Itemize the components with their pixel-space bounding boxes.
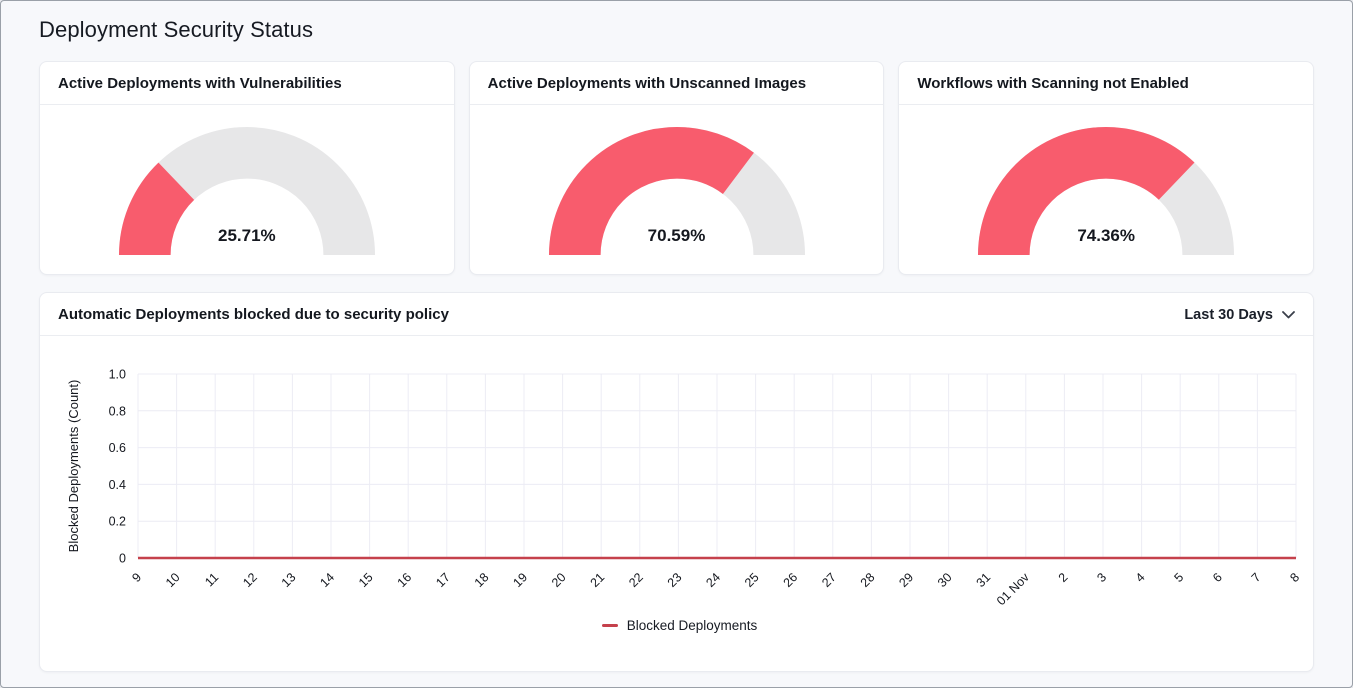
svg-text:26: 26 — [781, 570, 801, 590]
svg-text:17: 17 — [433, 570, 453, 590]
svg-text:8: 8 — [1287, 570, 1302, 585]
gauge-vulnerable-deployments: 25.71% — [40, 105, 454, 274]
legend-line-swatch — [601, 624, 618, 627]
gauge-chart — [118, 127, 375, 256]
svg-text:7: 7 — [1249, 570, 1264, 585]
svg-text:19: 19 — [510, 570, 530, 590]
chart-body: 0 0.2 0.4 0.6 0.8 1.0 9 10 11 12 13 14 15 16 17 18 19 20 2… — [40, 336, 1313, 671]
svg-text:25: 25 — [742, 570, 762, 590]
card-header: Automatic Deployments blocked due to sec… — [40, 293, 1313, 336]
svg-text:5: 5 — [1172, 570, 1187, 585]
card-header: Workflows with Scanning not Enabled — [899, 62, 1314, 105]
card-scanning-not-enabled: Workflows with Scanning not Enabled 74.3… — [898, 61, 1315, 275]
svg-text:13: 13 — [279, 570, 299, 590]
card-title: Active Deployments with Unscanned Images — [487, 75, 807, 92]
svg-text:01 Nov: 01 Nov — [994, 570, 1032, 608]
time-range-value: Last 30 Days — [1184, 306, 1273, 323]
chart-legend-item[interactable]: Blocked Deployments — [56, 618, 1303, 633]
card-unscanned-images: Active Deployments with Unscanned Images… — [468, 61, 885, 275]
svg-text:31: 31 — [974, 570, 994, 590]
svg-text:12: 12 — [240, 570, 260, 590]
svg-text:9: 9 — [129, 570, 144, 585]
svg-text:0.6: 0.6 — [109, 441, 126, 455]
card-title: Automatic Deployments blocked due to sec… — [58, 306, 449, 323]
time-range-dropdown[interactable]: Last 30 Days — [1184, 307, 1295, 323]
svg-text:1.0: 1.0 — [109, 368, 126, 382]
gauge-value: 70.59% — [647, 226, 706, 245]
page-title: Deployment Security Status — [39, 17, 314, 42]
card-header: Active Deployments with Unscanned Images — [469, 62, 884, 105]
gauge-chart — [548, 127, 805, 256]
gauge-scanning-not-enabled: 74.36% — [899, 105, 1313, 274]
svg-text:30: 30 — [935, 570, 955, 590]
svg-text:0.2: 0.2 — [109, 515, 126, 529]
svg-text:23: 23 — [665, 570, 685, 590]
gauge-chart — [978, 127, 1235, 256]
svg-text:0: 0 — [119, 552, 126, 566]
svg-text:4: 4 — [1133, 570, 1148, 585]
chevron-down-icon — [1282, 310, 1295, 318]
svg-text:20: 20 — [549, 570, 569, 590]
svg-text:28: 28 — [858, 570, 878, 590]
svg-text:0.4: 0.4 — [109, 478, 126, 492]
gauge-arc — [118, 127, 375, 256]
legend-label: Blocked Deployments — [626, 618, 758, 633]
svg-text:14: 14 — [317, 570, 337, 590]
svg-text:Blocked Deployments (Count): Blocked Deployments (Count) — [66, 380, 81, 553]
gauge-value: 74.36% — [1077, 226, 1136, 245]
svg-text:29: 29 — [896, 570, 916, 590]
card-vulnerable-deployments: Active Deployments with Vulnerabilities … — [39, 61, 455, 275]
svg-text:21: 21 — [588, 570, 608, 590]
svg-text:15: 15 — [356, 570, 376, 590]
blocked-deployments-line-chart: 0 0.2 0.4 0.6 0.8 1.0 9 10 11 12 13 14 15 16 17 18 19 20 2… — [66, 368, 1302, 609]
svg-text:11: 11 — [202, 570, 221, 589]
gauge-arc — [978, 127, 1235, 256]
gauge-unscanned-images: 70.59% — [470, 105, 884, 274]
gauge-arc — [548, 127, 805, 256]
svg-text:18: 18 — [472, 570, 492, 590]
gauge-cards-row: Active Deployments with Vulnerabilities … — [39, 61, 1315, 275]
svg-text:24: 24 — [703, 570, 723, 590]
svg-text:6: 6 — [1210, 570, 1225, 585]
gauge-value: 25.71% — [218, 226, 276, 245]
svg-text:2: 2 — [1056, 570, 1071, 585]
svg-text:0.8: 0.8 — [109, 404, 126, 418]
svg-text:3: 3 — [1094, 570, 1109, 585]
card-title: Active Deployments with Vulnerabilities — [58, 75, 342, 92]
svg-text:16: 16 — [395, 570, 415, 590]
card-header: Active Deployments with Vulnerabilities — [40, 62, 454, 105]
card-blocked-deployments: Automatic Deployments blocked due to sec… — [39, 292, 1314, 672]
svg-text:22: 22 — [626, 570, 646, 590]
svg-text:27: 27 — [819, 570, 839, 590]
card-title: Workflows with Scanning not Enabled — [917, 75, 1189, 92]
svg-text:10: 10 — [163, 570, 183, 590]
